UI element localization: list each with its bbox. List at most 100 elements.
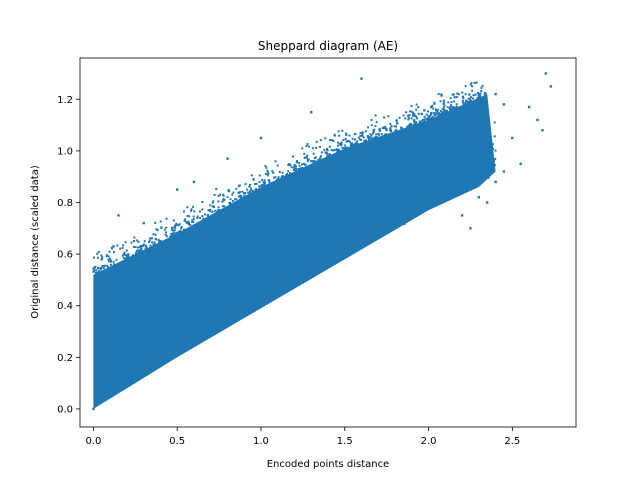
scatter-point — [278, 171, 281, 173]
scatter-point — [108, 257, 111, 260]
scatter-point — [169, 235, 172, 238]
scatter-point — [249, 184, 251, 186]
scatter-point — [305, 156, 308, 159]
scatter-point — [397, 197, 400, 200]
scatter-point — [464, 149, 466, 151]
scatter-point — [413, 113, 416, 116]
scatter-point — [319, 156, 322, 159]
scatter-point — [315, 140, 318, 143]
scatter-point — [422, 188, 425, 191]
scatter-point — [385, 128, 388, 131]
scatter-point — [394, 210, 397, 213]
scatter-point — [428, 197, 431, 200]
scatter-point — [491, 143, 494, 146]
scatter-point — [485, 138, 488, 141]
scatter-point — [153, 243, 156, 245]
scatter-point — [374, 136, 377, 139]
scatter-point — [423, 168, 426, 171]
scatter-point — [438, 164, 441, 167]
scatter-point — [264, 172, 267, 175]
scatter-point — [475, 137, 478, 140]
scatter-point — [423, 119, 426, 122]
scatter-point — [141, 245, 144, 247]
scatter-point — [319, 155, 322, 158]
scatter-point — [390, 130, 393, 133]
scatter-point — [250, 174, 253, 177]
scatter-point — [345, 134, 348, 136]
scatter-point — [122, 253, 125, 256]
scatter-point — [480, 139, 483, 142]
scatter-point — [511, 136, 514, 140]
x-axis-ticks: 0.0 0.5 1.0 1.5 2.0 2.5 — [85, 427, 520, 447]
scatter-point — [165, 235, 168, 238]
scatter-point — [177, 231, 180, 234]
scatter-point — [453, 106, 456, 109]
scatter-point — [479, 92, 482, 95]
scatter-point — [425, 199, 428, 201]
scatter-point — [454, 156, 457, 158]
scatter-point — [258, 174, 261, 177]
scatter-point — [380, 133, 383, 136]
scatter-point — [304, 164, 307, 166]
scatter-point — [260, 184, 263, 187]
scatter-point — [431, 202, 434, 205]
scatter-point — [474, 142, 477, 145]
scatter-point — [348, 140, 351, 143]
scatter-point — [452, 106, 455, 109]
scatter-point — [480, 86, 483, 89]
scatter-point — [413, 183, 416, 186]
scatter-point — [469, 100, 471, 103]
scatter-point — [281, 171, 284, 174]
scatter-point — [449, 108, 451, 111]
scatter-point — [490, 149, 493, 152]
scatter-point — [432, 111, 435, 114]
scatter-point — [252, 178, 255, 181]
scatter-point — [345, 146, 348, 149]
scatter-point — [389, 122, 392, 125]
scatter-point — [121, 247, 124, 249]
scatter-point — [139, 244, 142, 247]
scatter-point — [238, 184, 241, 187]
scatter-point — [356, 140, 359, 143]
scatter-point — [121, 254, 124, 257]
scatter-point — [356, 142, 359, 145]
scatter-point — [295, 161, 298, 164]
scatter-point — [419, 159, 422, 162]
scatter-point — [188, 215, 191, 218]
scatter-point — [494, 149, 497, 152]
scatter-point — [137, 249, 140, 252]
scatter-point — [398, 210, 400, 213]
scatter-point — [163, 228, 166, 231]
scatter-point — [340, 141, 343, 144]
scatter-point — [244, 192, 247, 195]
scatter-point — [460, 214, 464, 217]
scatter-point — [383, 116, 386, 119]
scatter-point — [464, 102, 467, 105]
scatter-point — [227, 189, 230, 192]
scatter-point — [441, 108, 444, 111]
scatter-point — [446, 193, 449, 196]
scatter-point — [135, 249, 138, 252]
scatter-point — [348, 134, 351, 137]
scatter-point — [440, 93, 443, 96]
scatter-point — [192, 218, 195, 221]
scatter-point — [157, 238, 160, 241]
scatter-point — [310, 160, 312, 163]
scatter-point — [134, 245, 137, 248]
scatter-point — [449, 104, 452, 107]
scatter-point — [165, 226, 168, 229]
scatter-point — [415, 103, 418, 106]
scatter-point — [441, 143, 444, 146]
scatter-point — [402, 192, 405, 195]
scatter-point — [447, 101, 450, 104]
scatter-point — [315, 156, 317, 159]
scatter-point — [346, 140, 349, 143]
scatter-point — [218, 209, 221, 211]
scatter-point — [92, 407, 95, 411]
scatter-point — [199, 217, 201, 220]
scatter-point — [467, 179, 470, 182]
scatter-point — [330, 149, 333, 152]
scatter-point — [187, 223, 190, 226]
scatter-point — [110, 260, 112, 263]
scatter-point — [354, 143, 357, 146]
